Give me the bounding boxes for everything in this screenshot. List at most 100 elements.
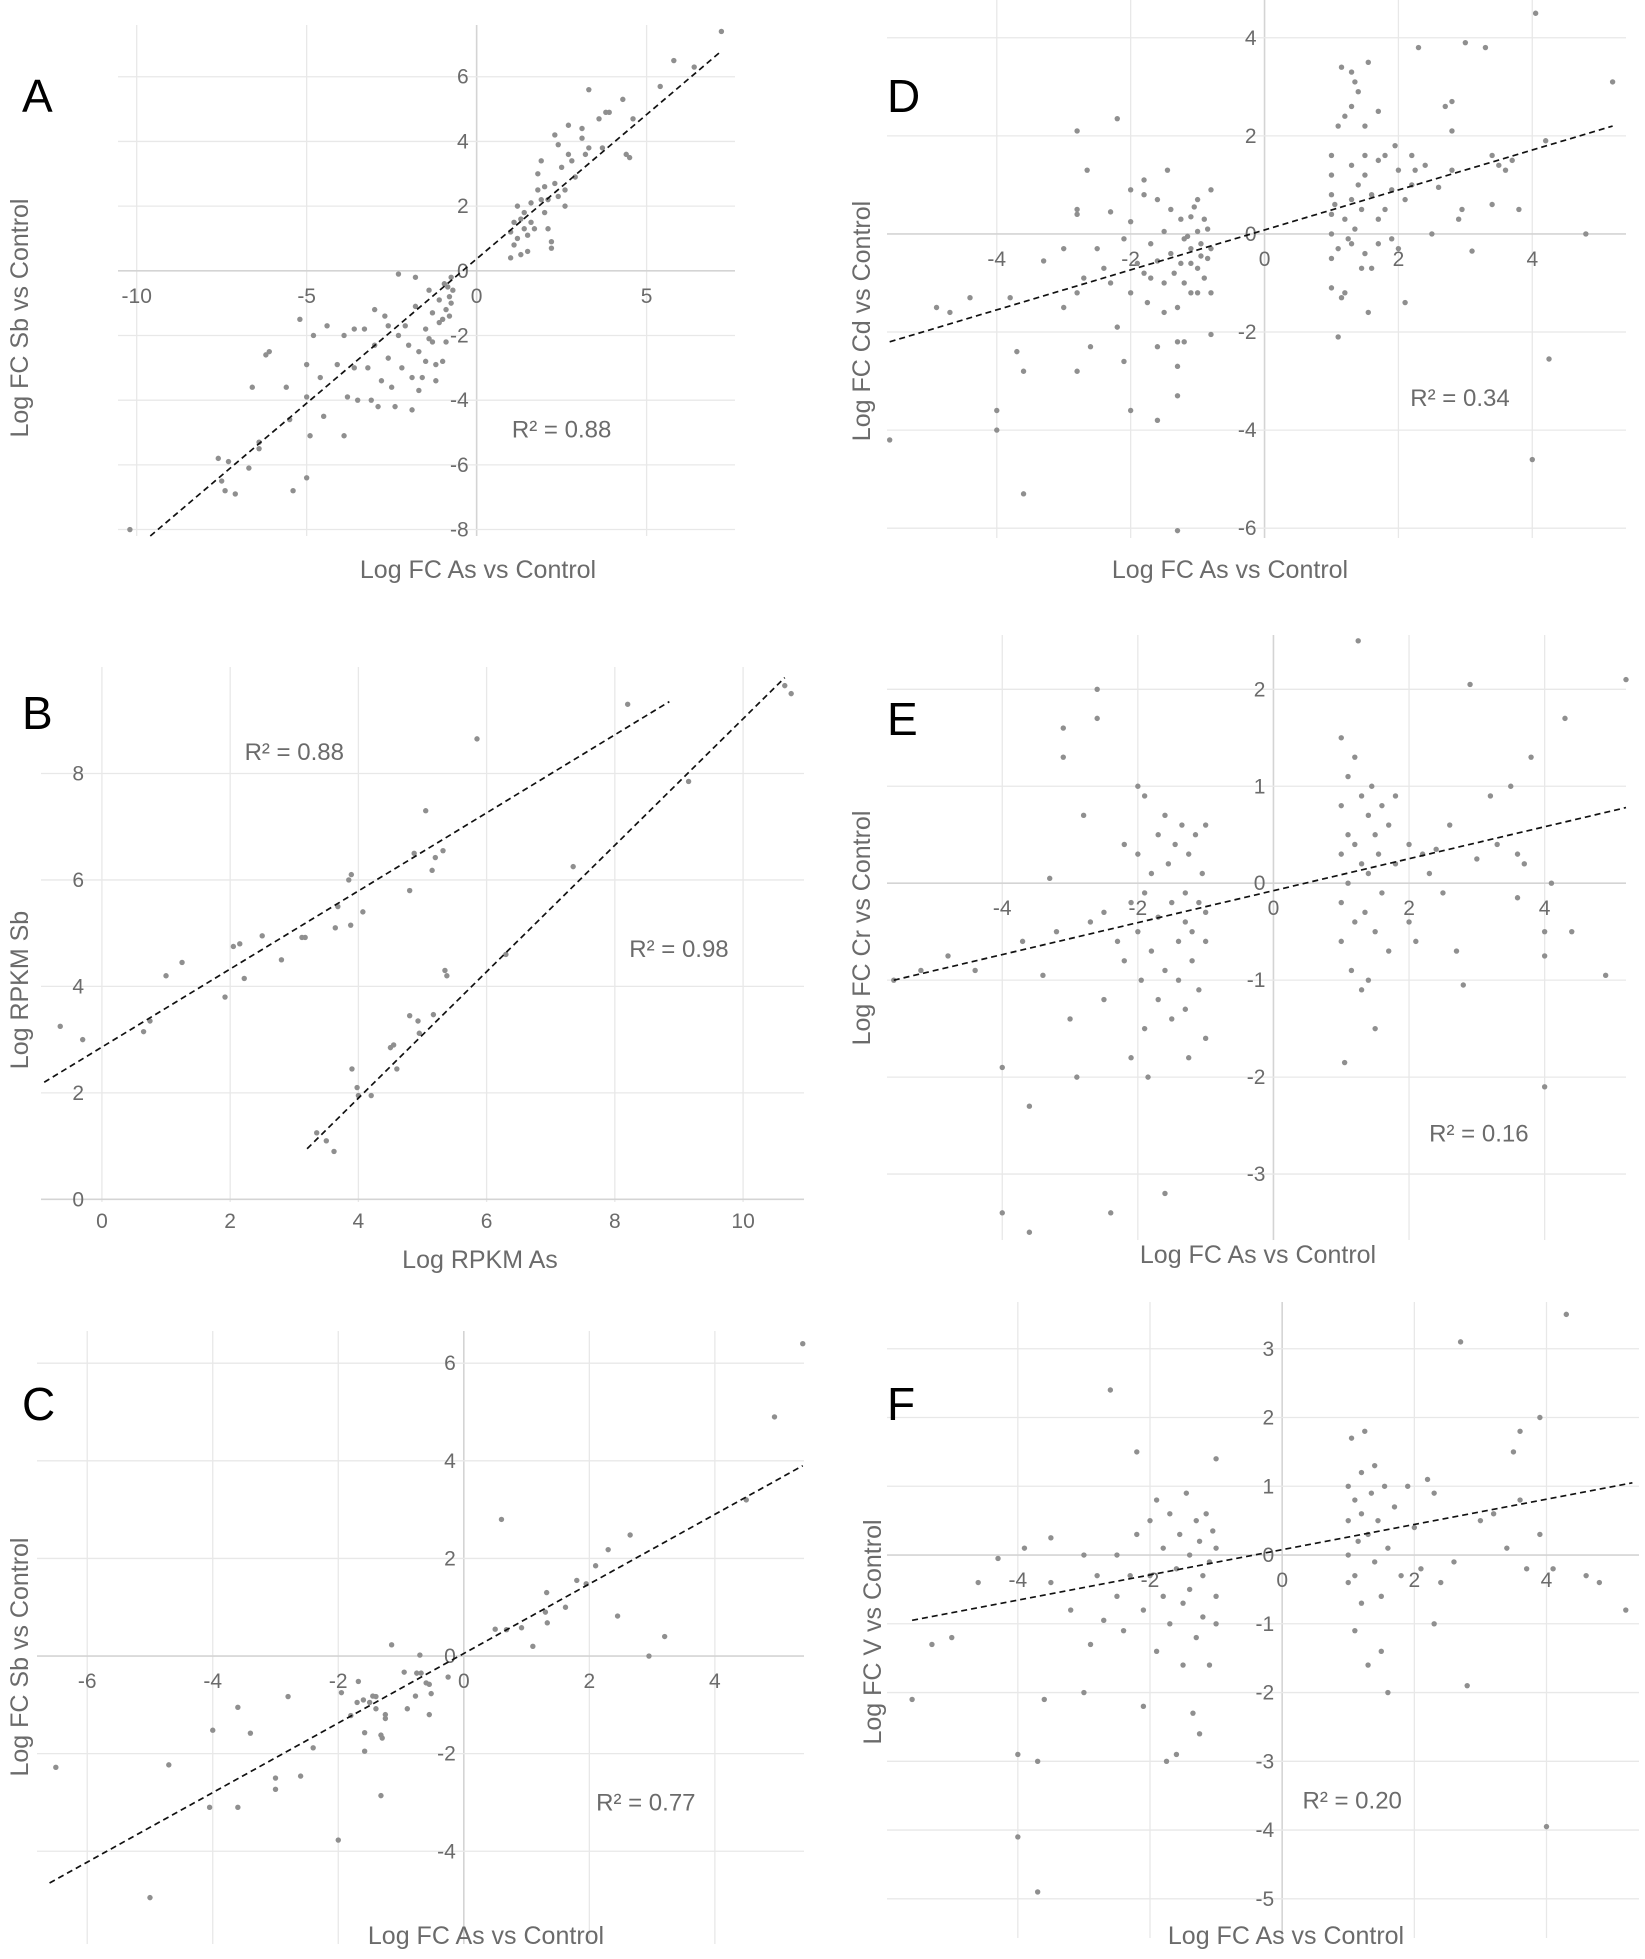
regression-line [306,677,786,1150]
data-point [355,1678,362,1685]
data-point [1188,214,1194,220]
data-point [1537,1531,1543,1538]
data-point [718,28,725,35]
data-point [385,323,391,329]
data-point [1180,1600,1186,1606]
data-point [433,378,439,384]
data-point [1034,1758,1041,1764]
data-point [1372,1025,1378,1032]
data-point [307,433,313,439]
y-tick-label: -8 [450,519,469,542]
data-point [1048,1535,1054,1541]
y-tick-label: 2 [72,1082,84,1105]
r-squared-label: R² = 0.16 [1429,1120,1528,1147]
data-point [53,1764,59,1771]
data-point [1467,681,1473,688]
data-point [441,281,448,287]
data-point [285,1693,291,1700]
y-axis-title: Log FC Sb vs Control [6,1538,34,1777]
x-axis-title: Log FC As vs Control [1140,1241,1376,1269]
data-point [1015,1834,1021,1840]
data-point [290,488,296,494]
data-point [317,374,323,381]
data-point [1362,250,1368,257]
data-point [1358,1600,1365,1606]
data-point [545,196,551,203]
data-point [1386,948,1392,954]
data-point [1074,206,1080,213]
y-tick-label: -4 [1238,419,1257,442]
data-point [538,158,544,164]
x-tick-label: 4 [1539,897,1551,920]
data-point [1352,841,1358,848]
y-tick-label: 4 [444,1450,456,1473]
data-point [1179,822,1185,828]
x-tick-label: 10 [731,1210,754,1233]
data-point [378,1792,384,1799]
data-point [412,1693,419,1699]
data-point [375,403,381,410]
data-point [1398,1572,1404,1579]
data-point [511,219,517,225]
data-point [1183,1490,1190,1496]
data-point [1453,948,1460,954]
data-point [1202,822,1209,828]
data-point [426,1711,432,1718]
data-point [1494,841,1500,848]
x-axis-title: Log FC As vs Control [1168,1922,1404,1950]
data-point [1162,967,1168,974]
data-point [1182,890,1189,896]
x-tick-label: 4 [709,1670,721,1693]
data-point [1134,1449,1140,1455]
regression-line [49,1464,804,1884]
data-point [1141,270,1147,276]
y-tick-label: -5 [1255,1888,1274,1911]
data-point [1153,1497,1160,1503]
data-point [507,255,514,261]
data-point [1358,1469,1365,1476]
x-tick-label: -2 [329,1670,348,1693]
data-point [1047,875,1053,882]
data-point [361,326,368,332]
data-point [351,326,357,332]
data-point [1532,10,1539,16]
y-tick-label: 0 [457,260,469,283]
data-point [1389,236,1395,242]
data-point [1074,128,1080,134]
data-point [1121,236,1127,242]
data-point [1382,152,1388,159]
data-point [1529,456,1535,463]
data-point [1569,928,1575,935]
data-point [1583,231,1589,237]
data-point [1080,812,1087,819]
data-point [439,358,446,365]
data-point [1138,977,1144,983]
data-point [1107,209,1114,215]
r-squared-label: R² = 0.20 [1303,1787,1402,1814]
data-point [1328,152,1335,159]
data-point [1342,290,1348,296]
data-point [1355,1538,1361,1544]
data-point [303,394,310,400]
data-point [1482,44,1489,51]
data-point [1348,1435,1355,1441]
data-point [442,967,448,974]
data-point [235,1804,241,1811]
data-point [1107,280,1114,286]
data-point [1148,241,1154,247]
data-point [1464,1682,1470,1689]
panel-b: 0 2 4 6 8 10 0 2 4 6 8 R² = 0.88 R² = 0.98 B Log RPKM … [6,667,804,1274]
data-point [1412,167,1418,173]
data-point [1160,1545,1166,1551]
data-point [552,180,558,187]
data-point [419,374,425,381]
data-point [263,352,269,358]
data-point [1362,909,1368,915]
data-point [1213,1545,1219,1551]
data-point [1101,996,1107,1003]
data-point [1200,1572,1206,1579]
x-tick-label: 4 [1526,248,1538,271]
data-point [691,64,697,70]
data-point [1348,103,1355,110]
data-point [528,200,534,206]
